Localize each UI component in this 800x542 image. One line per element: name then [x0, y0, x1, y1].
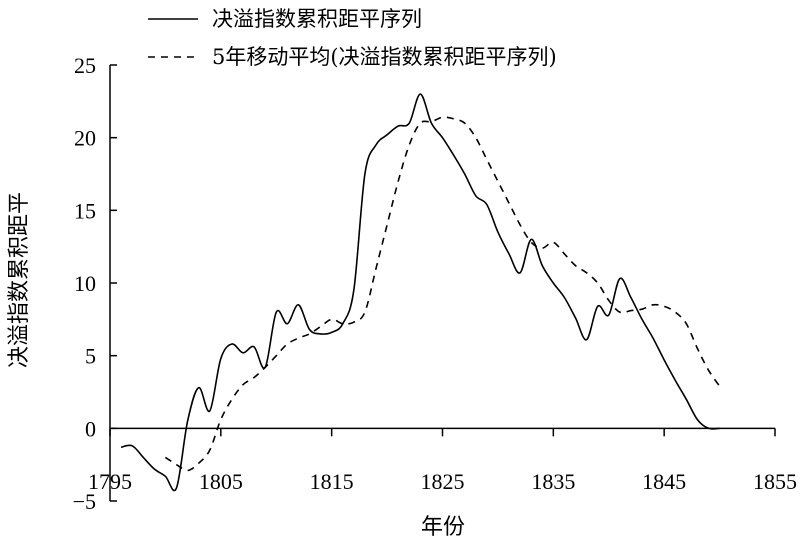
y-tick-label: 20 [74, 126, 96, 151]
y-tick-label: 5 [85, 344, 96, 369]
legend-label-1: 决溢指数累积距平序列 [212, 7, 422, 31]
legend: 决溢指数累积距平序列 5年移动平均(决溢指数累积距平序列) [148, 7, 557, 69]
y-tick-label: 25 [74, 53, 96, 78]
plot-lines [120, 93, 721, 492]
series-line-2 [164, 116, 721, 472]
y-axis-title: 决溢指数累积距平 [7, 192, 32, 368]
y-tick-label: 0 [85, 416, 96, 441]
series-line-1 [120, 93, 720, 492]
y-tick-label: 10 [74, 271, 96, 296]
legend-label-2: 5年移动平均(决溢指数累积距平序列) [212, 45, 557, 69]
x-tick-label: 1815 [310, 469, 354, 494]
x-tick-label: 1845 [642, 469, 686, 494]
y-tick-label: 15 [74, 198, 96, 223]
x-axis-title: 年份 [421, 515, 465, 540]
axes: −5 0 5 10 15 20 25 1795 1805 1815 1825 1835 1845 1855 [73, 53, 797, 514]
x-tick-label: 1825 [421, 469, 465, 494]
x-tick-label: 1855 [753, 469, 797, 494]
x-tick-label: 1835 [531, 469, 575, 494]
y-tick-label: −5 [73, 489, 96, 514]
x-tick-label: 1795 [88, 469, 132, 494]
x-tick-label: 1805 [199, 469, 243, 494]
